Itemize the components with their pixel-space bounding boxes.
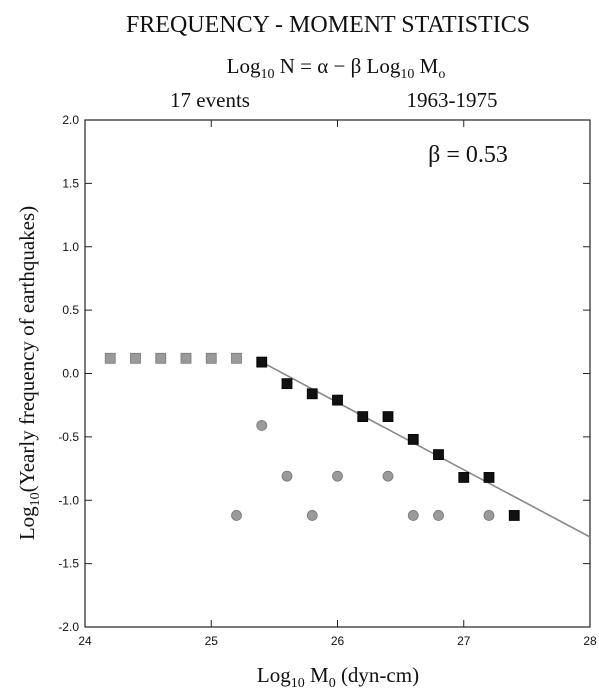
square-point bbox=[483, 472, 495, 483]
subtitle-date-range: 1963-1975 bbox=[407, 88, 498, 112]
xlabel-var-sub: 0 bbox=[329, 676, 336, 691]
subtitle-event-count: 17 events bbox=[170, 88, 250, 112]
formula-lhs-var: N = α − β Log bbox=[275, 54, 401, 78]
x-axis-ticks: 24 25 26 27 28 bbox=[78, 120, 597, 648]
x-tick-label: 24 bbox=[78, 634, 92, 648]
square-point bbox=[407, 434, 419, 445]
ylabel-log: Log bbox=[15, 506, 39, 540]
square-point bbox=[231, 352, 242, 364]
y-axis-ticks: 2.0 1.5 1.0 0.5 0.0 -0.5 -1.0 -1.5 -2.0 bbox=[58, 113, 590, 634]
ylabel-log-sub: 10 bbox=[28, 492, 43, 506]
square-point bbox=[104, 352, 116, 364]
y-tick-label: -0.5 bbox=[58, 430, 79, 444]
circle-point bbox=[407, 510, 419, 521]
x-tick-label: 28 bbox=[583, 634, 597, 648]
x-tick-label: 25 bbox=[205, 634, 219, 648]
xlabel-log: Log bbox=[257, 663, 291, 687]
xlabel-unit: (dyn-cm) bbox=[336, 663, 419, 687]
circle-point bbox=[483, 510, 495, 521]
square-point bbox=[433, 449, 444, 461]
plot-frame bbox=[84, 119, 591, 628]
formula-lhs-log: Log bbox=[227, 54, 261, 78]
square-point bbox=[281, 378, 293, 390]
formula-rhs-var: M bbox=[414, 54, 438, 78]
formula-rhs-sub: 10 bbox=[400, 67, 414, 82]
y-tick-label: 1.5 bbox=[62, 176, 79, 190]
y-tick-label: -1.0 bbox=[58, 493, 79, 507]
formula-rhs-var-sub: o bbox=[438, 67, 445, 82]
square-point bbox=[382, 411, 394, 422]
circle-point bbox=[306, 510, 318, 521]
circle-point bbox=[332, 470, 343, 482]
square-point bbox=[130, 352, 141, 364]
y-tick-label: 2.0 bbox=[62, 113, 79, 127]
y-tick-label: 1.0 bbox=[62, 240, 79, 254]
x-axis-label: Log10 M0 (dyn-cm) bbox=[257, 663, 419, 691]
square-point bbox=[155, 352, 167, 364]
circle-point bbox=[231, 510, 242, 521]
circle-point bbox=[433, 510, 444, 521]
square-point bbox=[357, 411, 369, 422]
chart-formula: Log10 N = α − β Log10 Mo bbox=[227, 54, 446, 82]
x-tick-label: 27 bbox=[457, 634, 471, 648]
y-tick-label: 0.5 bbox=[62, 303, 79, 317]
circle-point bbox=[382, 470, 394, 482]
ylabel-text: (Yearly frequency of earthquakes) bbox=[15, 206, 39, 493]
y-tick-label: -1.5 bbox=[58, 557, 79, 571]
square-point bbox=[256, 356, 268, 368]
y-axis-label: Log10(Yearly frequency of earthquakes) bbox=[15, 206, 43, 540]
square-point bbox=[458, 472, 470, 483]
formula-lhs-sub: 10 bbox=[261, 67, 275, 82]
beta-annotation: β = 0.53 bbox=[428, 142, 508, 168]
xlabel-log-sub: 10 bbox=[291, 676, 305, 691]
y-tick-label: 0.0 bbox=[62, 367, 79, 381]
square-point bbox=[180, 352, 192, 364]
square-point bbox=[306, 388, 318, 400]
square-point bbox=[508, 510, 520, 521]
circle-point bbox=[256, 420, 268, 431]
xlabel-var: M bbox=[305, 663, 329, 687]
chart-title: FREQUENCY - MOMENT STATISTICS bbox=[126, 12, 530, 38]
y-tick-label: -2.0 bbox=[58, 620, 79, 634]
square-point bbox=[205, 352, 217, 364]
x-tick-label: 26 bbox=[331, 634, 345, 648]
circle-point bbox=[281, 470, 293, 482]
data-marks bbox=[104, 352, 591, 538]
square-point bbox=[332, 394, 343, 406]
